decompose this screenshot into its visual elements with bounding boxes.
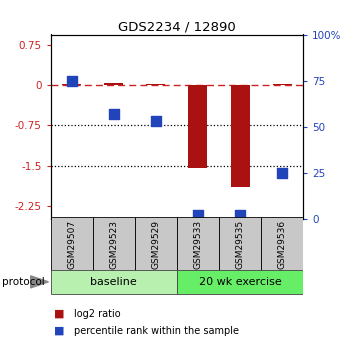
Bar (146, 84, 165, 85)
Bar (51, 270, 177, 294)
Point (195, 213, 201, 218)
Text: GSM29533: GSM29533 (193, 219, 203, 269)
Bar (188, 85, 208, 168)
Text: percentile rank within the sample: percentile rank within the sample (74, 326, 239, 335)
Polygon shape (31, 276, 48, 288)
Point (237, 213, 243, 218)
Bar (231, 85, 249, 187)
Bar (261, 217, 303, 271)
Title: GDS2234 / 12890: GDS2234 / 12890 (118, 20, 236, 33)
Text: 20 wk exercise: 20 wk exercise (199, 277, 282, 287)
Text: GSM29523: GSM29523 (109, 219, 118, 269)
Text: baseline: baseline (90, 277, 137, 287)
Text: GSM29535: GSM29535 (236, 219, 244, 269)
Bar (62, 84, 81, 85)
Point (279, 170, 285, 176)
Text: ■: ■ (54, 309, 65, 319)
Bar (51, 217, 92, 271)
Bar (177, 270, 303, 294)
Bar (177, 217, 219, 271)
Bar (219, 217, 261, 271)
Text: GSM29507: GSM29507 (67, 219, 76, 269)
Text: ■: ■ (54, 326, 65, 335)
Bar (104, 83, 123, 85)
Bar (135, 217, 177, 271)
Point (153, 118, 159, 124)
Point (111, 111, 117, 117)
Bar (273, 84, 292, 85)
Point (69, 78, 74, 83)
Text: log2 ratio: log2 ratio (74, 309, 121, 319)
Text: protocol: protocol (2, 277, 44, 287)
Text: GSM29536: GSM29536 (278, 219, 287, 269)
Text: GSM29529: GSM29529 (151, 219, 160, 269)
Bar (93, 217, 135, 271)
